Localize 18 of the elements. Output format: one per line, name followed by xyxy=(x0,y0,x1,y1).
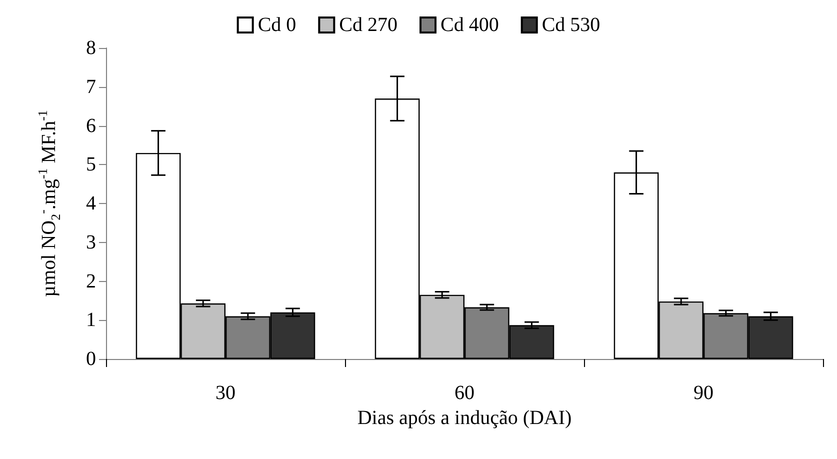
y-tick-label: 7 xyxy=(86,76,96,98)
y-tick-label: 4 xyxy=(86,192,96,214)
legend-label: Cd 530 xyxy=(542,14,600,36)
x-tick-label: 90 xyxy=(694,382,714,404)
y-axis-title: µmol NO2-.mg-1 MF.h-1 xyxy=(35,110,63,297)
x-axis-title: Dias após a indução (DAI) xyxy=(357,406,572,429)
y-tick-label: 3 xyxy=(86,231,96,254)
legend-label: Cd 0 xyxy=(258,14,296,36)
y-tick-label: 2 xyxy=(86,270,96,292)
x-tick-label: 60 xyxy=(454,382,474,404)
y-tick-label: 8 xyxy=(86,37,96,59)
y-tick-label: 0 xyxy=(86,348,96,370)
x-tick-label: 30 xyxy=(216,382,236,404)
y-tick-label: 5 xyxy=(86,154,96,176)
y-tick-label: 1 xyxy=(86,309,96,332)
legend-label: Cd 270 xyxy=(339,14,398,36)
y-tick-label: 6 xyxy=(86,114,96,137)
legend-label: Cd 400 xyxy=(440,14,499,36)
